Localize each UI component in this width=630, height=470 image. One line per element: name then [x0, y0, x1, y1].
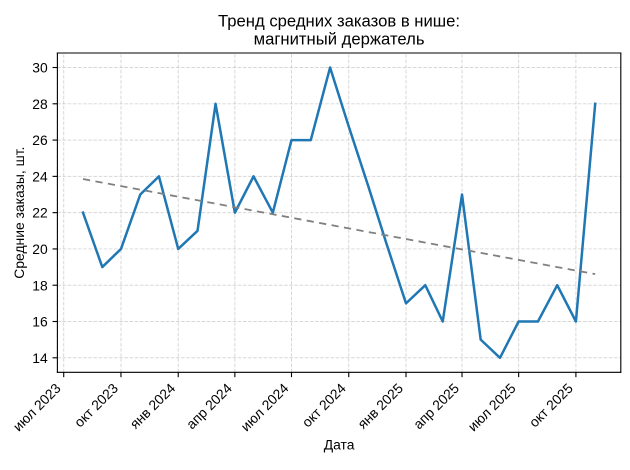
- svg-text:Тренд средних заказов в нише:: Тренд средних заказов в нише:: [218, 11, 460, 30]
- svg-text:24: 24: [32, 168, 48, 184]
- svg-text:22: 22: [32, 205, 48, 221]
- svg-text:26: 26: [32, 132, 48, 148]
- svg-text:Средние заказы, шт.: Средние заказы, шт.: [11, 147, 27, 279]
- svg-text:магнитный держатель: магнитный держатель: [254, 30, 425, 49]
- svg-text:30: 30: [32, 60, 48, 76]
- svg-text:28: 28: [32, 96, 48, 112]
- svg-text:18: 18: [32, 277, 48, 293]
- svg-text:16: 16: [32, 314, 48, 330]
- svg-text:Дата: Дата: [324, 437, 355, 453]
- svg-text:14: 14: [32, 350, 48, 366]
- svg-text:20: 20: [32, 241, 48, 257]
